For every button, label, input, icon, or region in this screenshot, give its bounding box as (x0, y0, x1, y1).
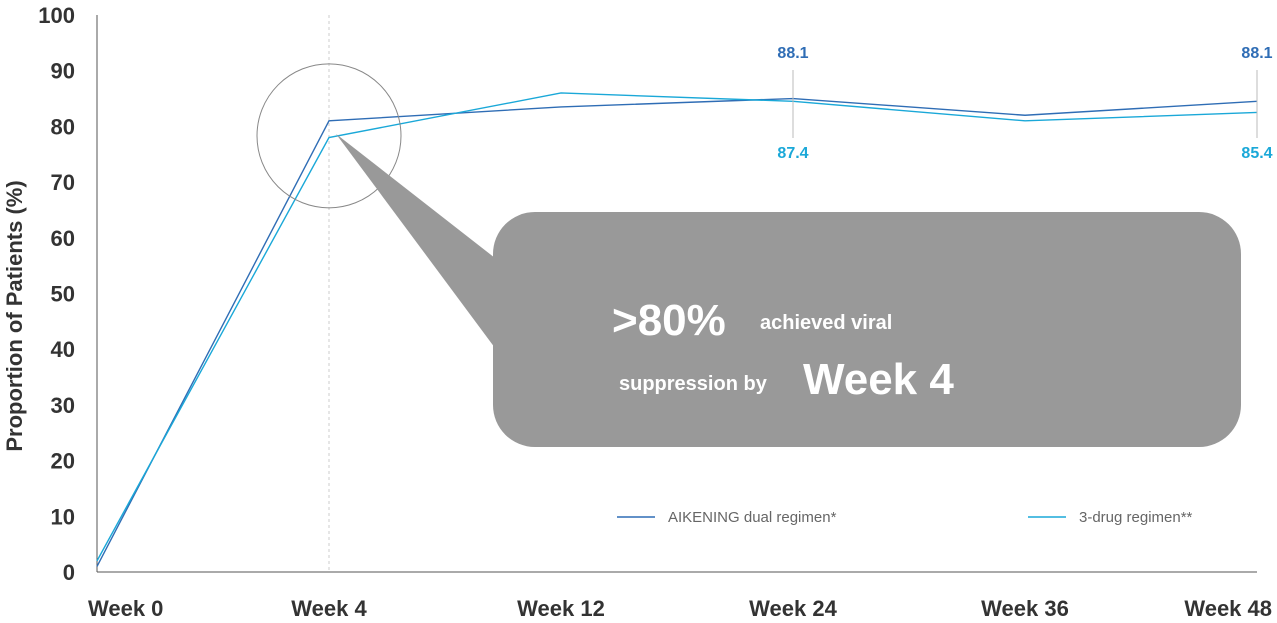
y-tick-label: 20 (51, 449, 75, 474)
y-tick-label: 50 (51, 282, 75, 307)
x-tick-label: Week 4 (291, 596, 367, 621)
y-tick-label: 100 (38, 3, 75, 28)
callout-text-line2: suppression by (619, 373, 768, 395)
callout-annotation: >80% achieved viral suppression by Week … (256, 63, 1241, 447)
x-tick-label: Week 12 (517, 596, 605, 621)
y-tick-label: 60 (51, 226, 75, 251)
y-axis-ticks: 0 10 20 30 40 50 60 70 80 90 100 (38, 3, 75, 585)
series-lines (96, 92, 1258, 567)
data-label: 85.4 (1241, 145, 1272, 162)
data-label: 88.1 (777, 45, 808, 62)
y-axis-label: Proportion of Patients (%) (2, 180, 27, 451)
y-tick-label: 0 (63, 560, 75, 585)
legend-label: AIKENING dual regimen* (668, 509, 837, 526)
x-tick-label: Week 48 (1184, 596, 1272, 621)
highlight-circle (256, 63, 402, 209)
legend-label: 3-drug regimen** (1079, 509, 1193, 526)
x-tick-label: Week 0 (88, 596, 163, 621)
callout-week: Week 4 (803, 355, 954, 404)
y-tick-label: 80 (51, 114, 75, 139)
data-labels: 88.1 87.4 88.1 85.4 (777, 45, 1272, 162)
series-line-1 (96, 97, 1258, 567)
y-tick-label: 30 (51, 393, 75, 418)
series-line-2 (96, 92, 1258, 562)
legend: AIKENING dual regimen* 3-drug regimen** (617, 509, 1193, 526)
y-tick-label: 90 (51, 59, 75, 84)
data-label: 87.4 (777, 145, 808, 162)
x-axis-ticks: Week 0 Week 4 Week 12 Week 24 Week 36 Week 48 (88, 596, 1272, 621)
callout-pointer (336, 133, 495, 348)
x-tick-label: Week 36 (981, 596, 1069, 621)
data-label: 88.1 (1241, 45, 1272, 62)
callout-percent: >80% (612, 296, 726, 345)
callout-box (493, 212, 1241, 447)
callout-text-line1: achieved viral (760, 312, 892, 334)
y-tick-label: 70 (51, 170, 75, 195)
y-tick-label: 40 (51, 337, 75, 362)
x-tick-label: Week 24 (749, 596, 837, 621)
y-tick-label: 10 (51, 504, 75, 529)
